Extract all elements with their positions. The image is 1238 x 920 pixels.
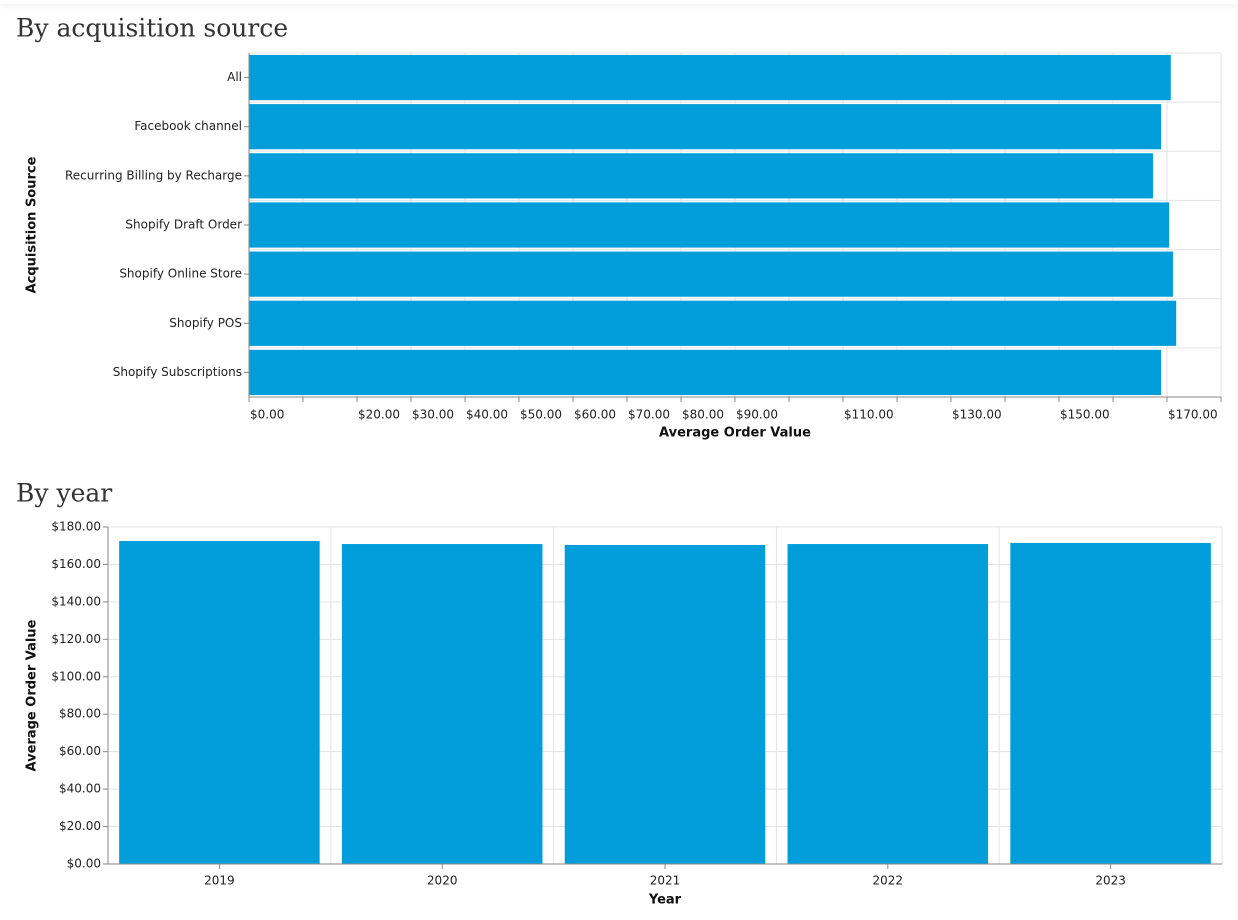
bar: [249, 54, 1171, 101]
y-tick-label: $20.00: [59, 819, 101, 833]
y-tick-label: Shopify POS: [169, 316, 242, 330]
y-tick-label: Facebook channel: [134, 119, 242, 133]
y-tick-label: Recurring Billing by Recharge: [65, 168, 242, 182]
x-tick-label: $60.00: [574, 408, 616, 422]
x-tick-label: $170.00: [1168, 408, 1218, 422]
y-axis-title: Average Order Value: [25, 619, 40, 771]
x-tick-label: $130.00: [952, 408, 1002, 422]
y-tick-label: Shopify Subscriptions: [113, 365, 242, 379]
bar: [249, 104, 1162, 150]
bar: [564, 544, 766, 864]
x-tick-label: 2019: [204, 874, 235, 888]
x-tick-label: $30.00: [412, 408, 454, 422]
bar: [249, 300, 1177, 346]
x-tick-label: $150.00: [1060, 408, 1110, 422]
x-tick-label: 2023: [1095, 874, 1126, 888]
y-tick-label: Shopify Online Store: [119, 267, 242, 281]
x-tick-label: $80.00: [682, 408, 724, 422]
y-axis-title: Acquisition Source: [25, 156, 40, 293]
bar: [249, 153, 1153, 199]
x-tick-label: $110.00: [844, 408, 894, 422]
y-tick-label: All: [227, 70, 242, 84]
x-tick-label: $0.00: [250, 408, 284, 422]
x-tick-label: $20.00: [358, 408, 400, 422]
bar: [119, 541, 320, 864]
chart-title: By acquisition source: [16, 14, 288, 43]
x-tick-label: $90.00: [736, 408, 778, 422]
chart-title: By year: [16, 479, 112, 508]
y-tick-label: $40.00: [59, 782, 101, 796]
x-tick-label: 2022: [873, 874, 904, 888]
y-tick-label: $120.00: [51, 632, 101, 646]
bar: [341, 544, 543, 864]
y-tick-label: $60.00: [59, 744, 101, 758]
x-axis-title: Average Order Value: [659, 426, 811, 441]
y-tick-label: $100.00: [51, 669, 101, 683]
y-tick-label: Shopify Draft Order: [125, 218, 242, 232]
y-tick-label: $180.00: [51, 520, 101, 534]
x-tick-label: $50.00: [520, 408, 562, 422]
bar: [249, 349, 1162, 396]
x-tick-label: $70.00: [628, 408, 670, 422]
y-tick-label: $160.00: [51, 557, 101, 571]
y-tick-label: $0.00: [67, 857, 101, 871]
y-tick-label: $140.00: [51, 594, 101, 608]
bar: [787, 544, 989, 864]
bar: [249, 251, 1173, 297]
y-tick-label: $80.00: [59, 707, 101, 721]
x-axis-title: Year: [648, 893, 682, 908]
bar: [249, 202, 1170, 248]
x-tick-label: 2021: [650, 874, 681, 888]
x-tick-label: $40.00: [466, 408, 508, 422]
bar: [1010, 542, 1211, 864]
x-tick-label: 2020: [427, 874, 458, 888]
